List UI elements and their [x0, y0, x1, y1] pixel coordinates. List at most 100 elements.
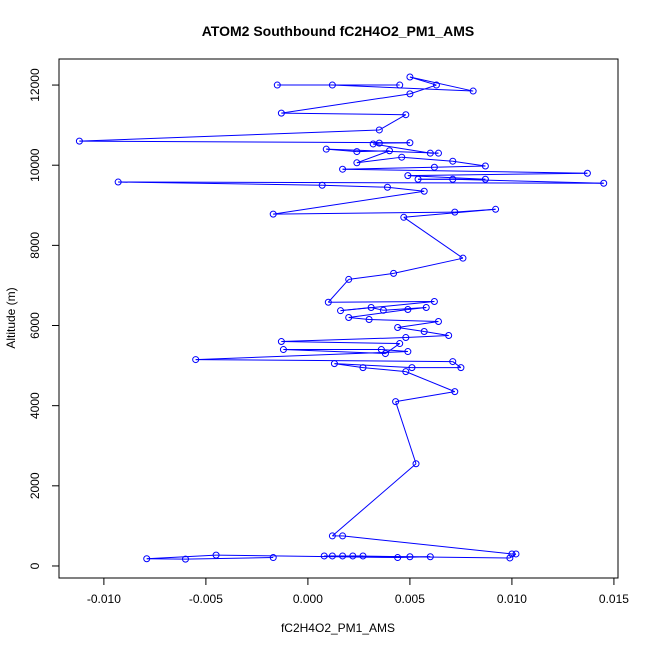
- data-point: [349, 552, 357, 560]
- series-line-segment: [356, 150, 390, 153]
- series-line-segment: [369, 319, 439, 323]
- series-line-segment: [342, 535, 512, 555]
- data-point: [279, 346, 287, 354]
- data-point: [377, 346, 385, 354]
- series-line-segment: [403, 216, 464, 259]
- series-line-segment: [395, 401, 417, 464]
- y-axis: 0 2000 4000 6000 8000 10000 12000: [28, 68, 60, 569]
- series-line-segment: [356, 156, 402, 164]
- data-point: [328, 532, 336, 540]
- data-point: [273, 81, 281, 89]
- data-point: [406, 90, 414, 98]
- data-point: [434, 149, 442, 157]
- data-point: [469, 87, 477, 95]
- data-point: [402, 368, 410, 376]
- data-point: [402, 334, 410, 342]
- data-point: [600, 179, 608, 187]
- series-line-segment: [185, 557, 274, 560]
- series-line-segment: [195, 351, 408, 361]
- data-point: [181, 555, 189, 563]
- data-point: [420, 187, 428, 195]
- series-line-segment: [387, 186, 425, 192]
- chart-title: ATOM2 Southbound fC2H4O2_PM1_AMS: [202, 23, 475, 39]
- data-point: [426, 149, 434, 157]
- data-point: [212, 551, 220, 559]
- data-point: [339, 552, 347, 560]
- data-point: [379, 306, 387, 314]
- y-tick-label: 4000: [28, 392, 42, 419]
- data-point: [408, 364, 416, 372]
- series-line-segment: [273, 211, 455, 215]
- series-line-segment: [405, 371, 455, 393]
- data-point: [359, 364, 367, 372]
- x-tick-label: -0.005: [189, 592, 223, 606]
- series-line-segment: [281, 112, 406, 116]
- data-point: [400, 213, 408, 221]
- data-point: [451, 388, 459, 396]
- data-point: [422, 303, 430, 311]
- data-point: [330, 360, 338, 368]
- series-line-segment: [334, 363, 364, 369]
- series-line-segment: [273, 190, 425, 215]
- series-line-segment: [397, 321, 439, 329]
- series-line-segment: [348, 272, 394, 280]
- data-point: [406, 139, 414, 147]
- data-point: [339, 532, 347, 540]
- series-line-segment: [342, 166, 435, 170]
- series-line-segment: [403, 208, 496, 218]
- data-point: [404, 172, 412, 180]
- x-tick-label: 0.000: [293, 592, 323, 606]
- data-point: [398, 153, 406, 161]
- data-point: [430, 163, 438, 171]
- series-line-segment: [409, 84, 437, 95]
- series-line-segment: [334, 363, 412, 369]
- data-point: [404, 348, 412, 356]
- series-line-segment: [424, 331, 449, 337]
- series-line-segment: [452, 361, 462, 368]
- data-point: [75, 137, 83, 145]
- data-point: [353, 159, 361, 167]
- data-point: [445, 332, 453, 340]
- series-line-segment: [332, 463, 417, 537]
- y-tick-label: 8000: [28, 232, 42, 259]
- series-line-segment: [407, 172, 588, 177]
- data-point: [381, 350, 389, 358]
- data-point: [337, 307, 345, 315]
- data-point: [449, 157, 457, 165]
- data-point: [404, 305, 412, 313]
- series-lines: [79, 76, 604, 560]
- data-point: [459, 254, 467, 262]
- series-line-segment: [79, 140, 410, 144]
- data-point: [412, 460, 420, 468]
- series-line-segment: [342, 555, 410, 558]
- x-tick-label: 0.005: [395, 592, 425, 606]
- data-point: [449, 175, 457, 183]
- data-point: [390, 269, 398, 277]
- y-tick-label: 0: [28, 562, 42, 569]
- data-point: [277, 338, 285, 346]
- data-point: [430, 297, 438, 305]
- series-line-segment: [395, 391, 455, 403]
- data-point: [345, 314, 353, 321]
- data-point: [386, 147, 393, 155]
- series-points: [75, 73, 608, 563]
- series-line-segment: [281, 341, 400, 345]
- series-line-segment: [407, 175, 486, 180]
- series-line-segment: [381, 349, 408, 353]
- data-point: [369, 140, 377, 148]
- data-point: [328, 552, 336, 560]
- series-line-segment: [348, 308, 408, 318]
- series-line-segment: [195, 359, 453, 363]
- series-line-segment: [328, 300, 435, 303]
- y-tick-label: 10000: [28, 148, 42, 182]
- series-line-segment: [401, 156, 453, 162]
- series-line-segment: [326, 148, 357, 153]
- data-point: [367, 303, 375, 311]
- data-point: [394, 324, 402, 332]
- series-line-segment: [405, 335, 449, 339]
- series-line-segment: [452, 178, 604, 184]
- data-point: [481, 175, 489, 183]
- data-point: [392, 398, 400, 406]
